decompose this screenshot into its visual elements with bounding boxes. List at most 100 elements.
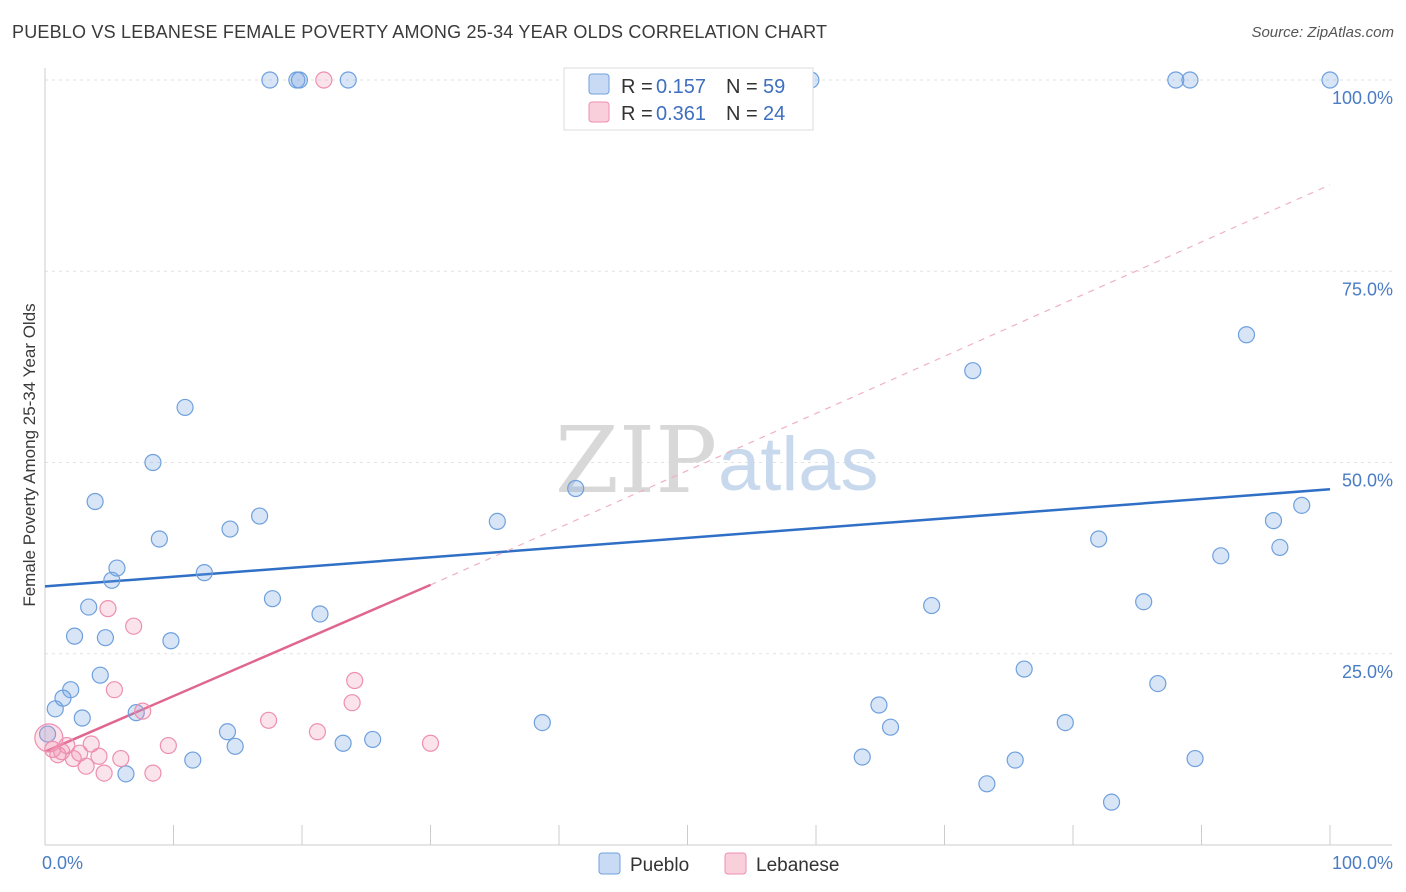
legend-n-value-pueblo: 59 [763,76,785,98]
pueblo-point-6 [80,598,98,616]
lebanese-trend-extension [430,184,1331,586]
lebanese-point-15 [134,702,152,720]
pueblo-point-23 [250,507,269,525]
pueblo-point-43 [1015,660,1033,678]
lebanese-point-17 [159,736,177,755]
pueblo-point-32 [488,512,506,531]
correlation-legend: R = 0.157 N = 59 R = 0.361 N = 24 [563,67,814,131]
pueblo-point-12 [117,765,135,783]
pueblo-point-39 [923,596,941,615]
pueblo-point-13 [127,704,145,722]
lebanese-point-12 [105,681,123,699]
lebanese-point-18 [259,711,278,729]
trend-lines [44,184,1331,753]
lebanese-trend-line [44,583,431,753]
lebanese-point-10 [95,764,113,782]
pueblo-point-15 [150,530,168,548]
pueblo-point-37 [870,696,888,714]
legend-r-value-lebanese: 0.361 [656,103,706,125]
pueblo-point-33 [533,713,551,732]
lebanese-point-21 [343,694,361,712]
lebanese-points [34,71,440,782]
pueblo-point-50 [1181,71,1199,89]
pueblo-point-49 [1167,71,1185,89]
pueblo-point-25 [263,590,282,608]
pueblo-point-44 [1056,713,1074,732]
watermark-atlas: atlas [718,422,879,507]
legend-swatch-pueblo [588,73,610,95]
bottom-legend-swatch-pueblo [598,852,621,875]
legend-r-value-pueblo: 0.157 [656,76,706,98]
y-tick-label-2: 75.0% [1342,279,1393,299]
legend-r-label-lebanese: R = [621,103,653,125]
pueblo-point-20 [218,723,237,741]
legend-swatch-lebanese [588,101,610,123]
pueblo-point-8 [91,666,109,684]
pueblo-point-54 [1264,512,1283,530]
pueblo-point-45 [1090,530,1108,548]
source-label: Source: ZipAtlas.com [1251,24,1394,41]
pueblo-point-7 [86,492,104,511]
pueblo-point-9 [96,629,114,647]
lebanese-point-19 [308,723,327,741]
pueblo-point-18 [184,751,202,769]
pueblo-trend-line [44,488,1331,588]
pueblo-point-21 [221,520,239,538]
pueblo-point-17 [176,398,194,417]
pueblo-point-31 [364,730,382,749]
x-tick-labels: 0.0% 100.0% [42,853,1393,873]
pueblo-point-0 [38,725,57,743]
y-axis-label: Female Poverty Among 25-34 Year Olds [20,303,39,606]
chart-title: PUEBLO VS LEBANESE FEMALE POVERTY AMONG … [12,22,828,42]
legend-n-label-lebanese: N = [726,103,758,125]
legend-r-label-pueblo: R = [621,76,653,98]
pueblo-point-24 [261,71,279,89]
axes [44,68,1392,846]
pueblo-point-40 [964,362,982,380]
pueblo-point-38 [881,718,900,736]
pueblo-point-27 [290,71,309,89]
pueblo-point-14 [144,453,162,472]
x-tick-label-1: 100.0% [1332,853,1393,873]
pueblo-point-48 [1149,674,1167,693]
lebanese-point-23 [421,734,440,752]
pueblo-point-36 [853,748,871,766]
lebanese-point-14 [125,617,143,635]
lebanese-point-22 [346,671,364,690]
lebanese-point-9 [90,747,108,765]
lebanese-point-7 [77,757,95,775]
pueblo-points [38,71,1339,811]
pueblo-point-5 [73,709,91,727]
pueblo-point-30 [339,71,357,89]
pueblo-point-51 [1186,749,1204,768]
pueblo-point-52 [1212,547,1230,565]
lebanese-point-13 [112,749,130,768]
grid [45,79,1392,655]
pueblo-point-29 [334,734,352,752]
pueblo-point-41 [978,775,996,793]
x-tick-label-0: 0.0% [42,853,83,873]
pueblo-point-28 [311,605,329,623]
bottom-legend-swatch-lebanese [724,852,747,875]
series-legend: Pueblo Lebanese [598,852,839,876]
pueblo-point-57 [1321,71,1339,89]
y-tick-label-0: 25.0% [1342,662,1393,682]
pueblo-point-53 [1237,326,1256,344]
pueblo-point-47 [1135,593,1153,611]
pueblo-point-55 [1271,538,1289,557]
lebanese-point-8 [82,735,100,753]
pueblo-point-16 [162,632,180,650]
y-tick-labels: 25.0% 50.0% 75.0% 100.0% [1332,88,1393,682]
pueblo-point-34 [567,479,585,498]
pueblo-point-46 [1102,793,1121,811]
bottom-legend-label-lebanese: Lebanese [756,855,839,876]
pueblo-point-3 [62,681,80,699]
y-tick-label-1: 50.0% [1342,471,1393,491]
legend-n-label-pueblo: N = [726,76,758,98]
lebanese-point-11 [99,600,117,618]
legend-n-value-lebanese: 24 [763,103,785,125]
pueblo-point-19 [195,564,213,582]
lebanese-point-20 [315,71,333,89]
watermark: ZIP atlas [555,407,879,514]
